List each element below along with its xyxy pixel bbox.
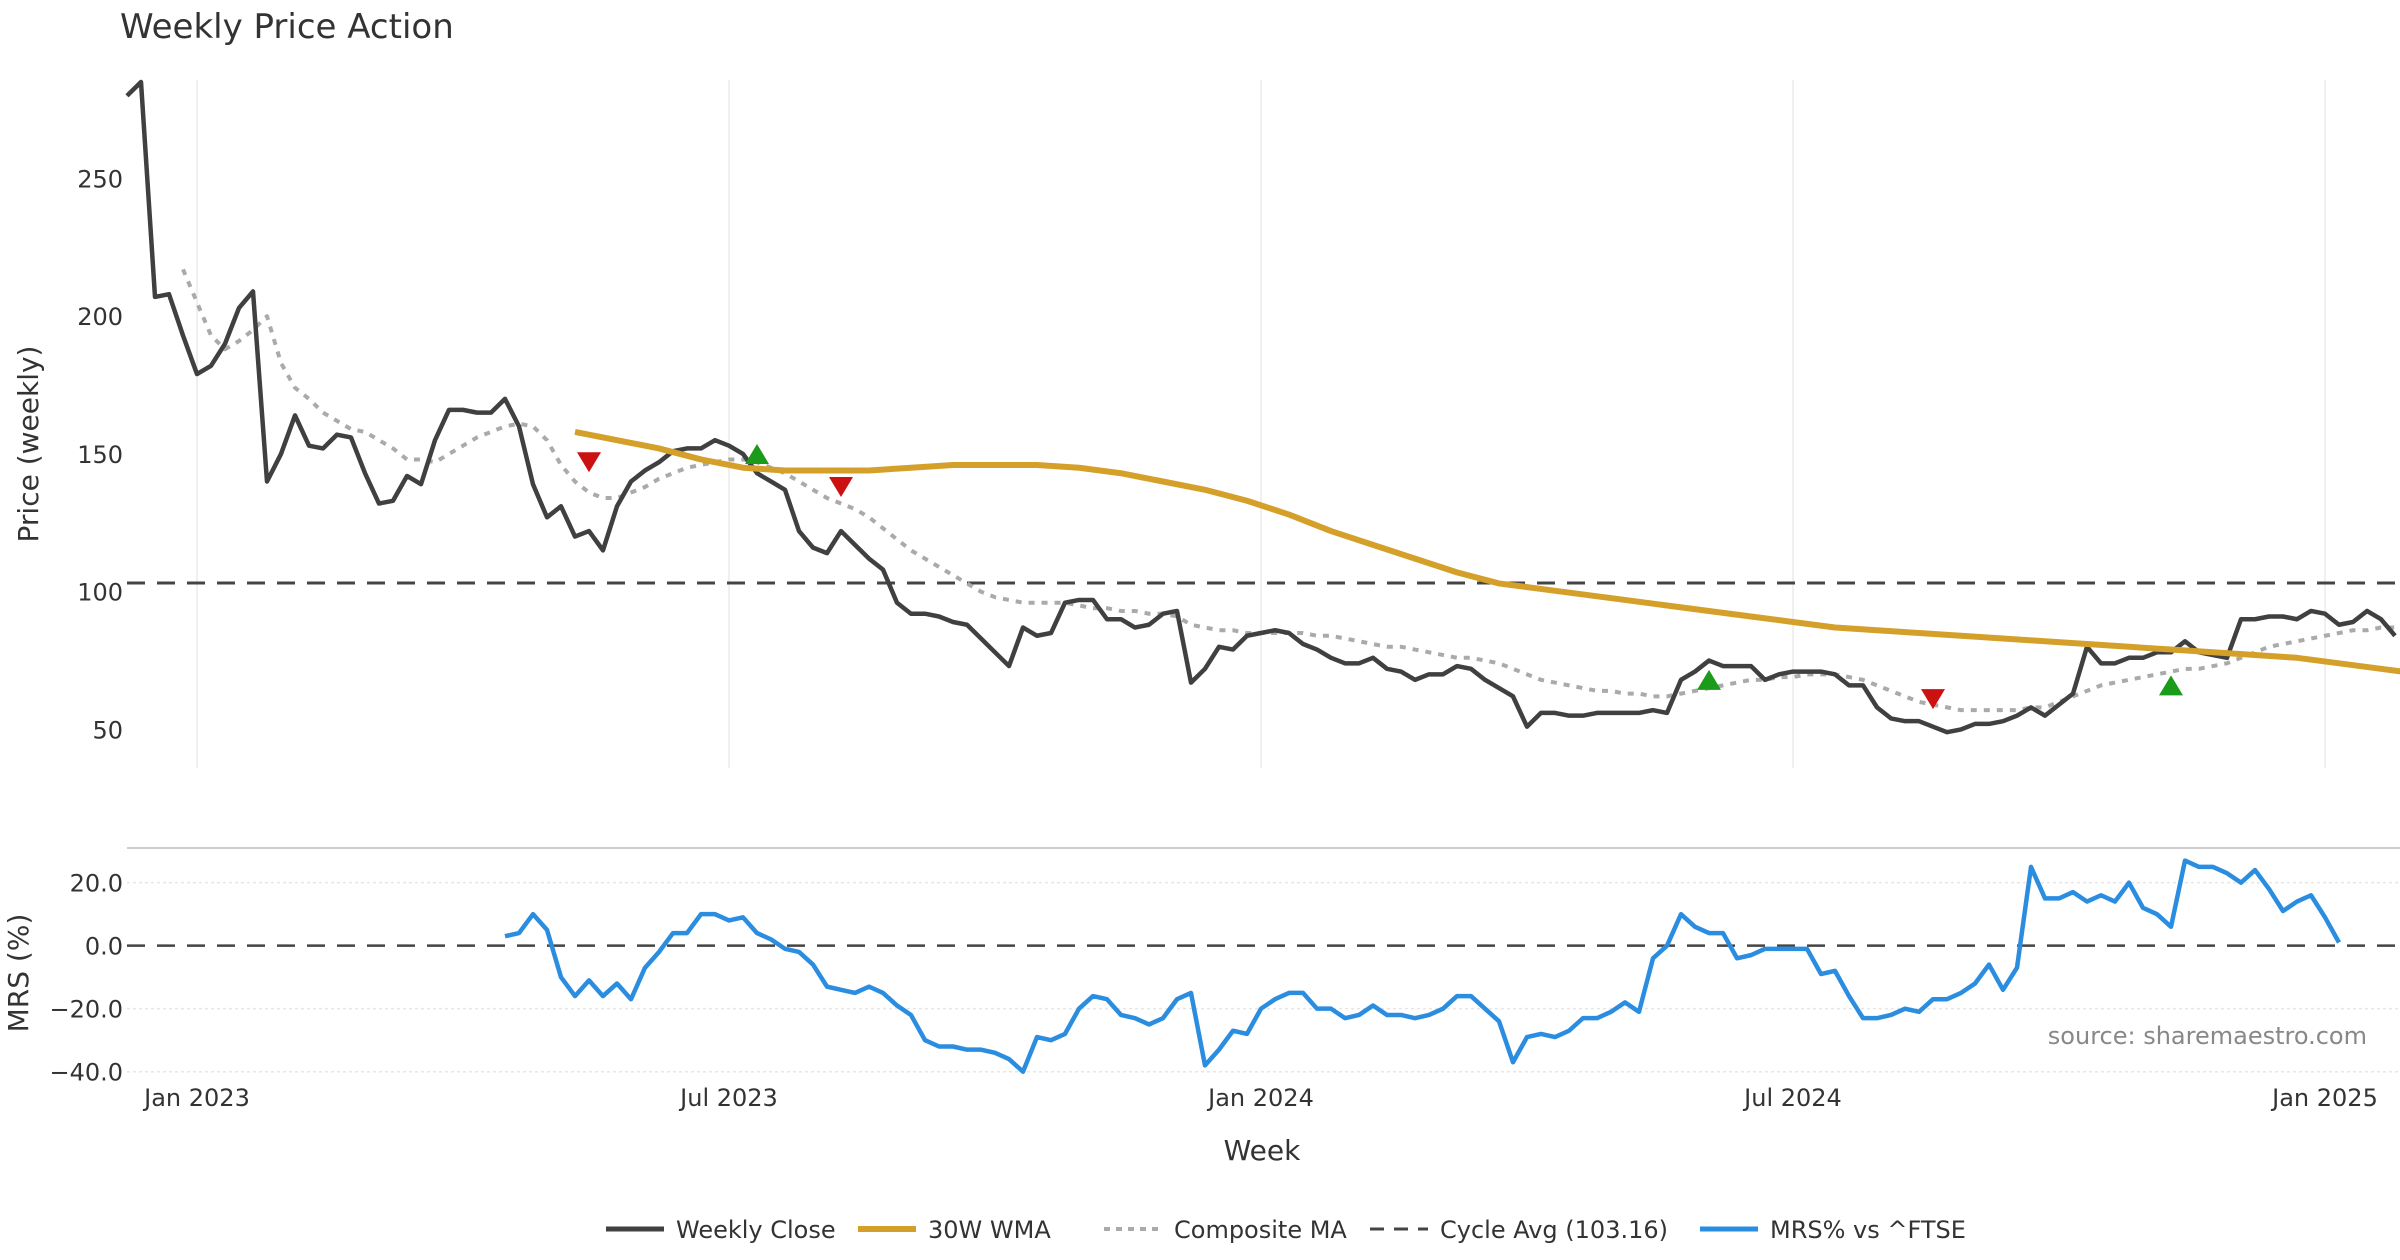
sell-signal-marker [1921, 689, 1945, 710]
wma-30w-line [574, 428, 2400, 675]
mrs-y-tick: 20.0 [70, 870, 123, 898]
buy-signal-marker [745, 443, 769, 464]
mrs-y-tick: −20.0 [49, 996, 123, 1024]
mrs-y-axis-label: MRS (%) [2, 914, 35, 1033]
x-axis-label: Week [1224, 1134, 1301, 1167]
x-tick: Jul 2023 [678, 1084, 778, 1112]
x-tick: Jan 2024 [1206, 1084, 1314, 1112]
price-y-tick: 100 [77, 579, 123, 607]
mrs-series-group [504, 858, 2341, 1074]
x-tick: Jan 2025 [2270, 1084, 2378, 1112]
price-y-tick: 200 [77, 303, 123, 331]
price-y-tick: 50 [92, 716, 123, 744]
buy-signal-marker [2159, 675, 2183, 696]
price-series-group [125, 79, 2400, 735]
mrs-line [504, 858, 2341, 1074]
signal-markers [577, 443, 2183, 710]
sell-signal-marker [577, 452, 601, 473]
legend-label-mrs: MRS% vs ^FTSE [1770, 1216, 1966, 1244]
mrs-y-tick: −40.0 [49, 1059, 123, 1087]
buy-signal-marker [1697, 669, 1721, 690]
legend-label-wma: 30W WMA [928, 1216, 1051, 1244]
chart-legend: Weekly Close 30W WMA Composite MA Cycle Avg… [606, 1216, 1966, 1244]
x-tick: Jul 2024 [1742, 1084, 1842, 1112]
price-y-tick: 150 [77, 441, 123, 469]
x-tick-labels: Jan 2023 Jul 2023 Jan 2024 Jul 2024 Jan 2025… [142, 1084, 2378, 1112]
weekly-close-line [125, 79, 2397, 735]
price-y-axis-label: Price (weekly) [12, 346, 45, 543]
price-y-tick-labels: 50 100 150 200 250 [77, 165, 123, 744]
sell-signal-marker [829, 477, 853, 498]
chart-title: Weekly Price Action [120, 7, 454, 47]
legend-label-close: Weekly Close [676, 1216, 836, 1244]
source-attribution: source: sharemaestro.com [2048, 1022, 2367, 1050]
legend-label-cycle: Cycle Avg (103.16) [1440, 1216, 1668, 1244]
mrs-y-tick: 0.0 [85, 933, 123, 961]
price-y-tick: 250 [77, 165, 123, 193]
legend-label-composite: Composite MA [1174, 1216, 1347, 1244]
x-tick: Jan 2023 [142, 1084, 250, 1112]
mrs-y-tick-labels: −40.0 −20.0 0.0 20.0 [49, 870, 123, 1087]
price-panel-grid [196, 80, 2326, 768]
